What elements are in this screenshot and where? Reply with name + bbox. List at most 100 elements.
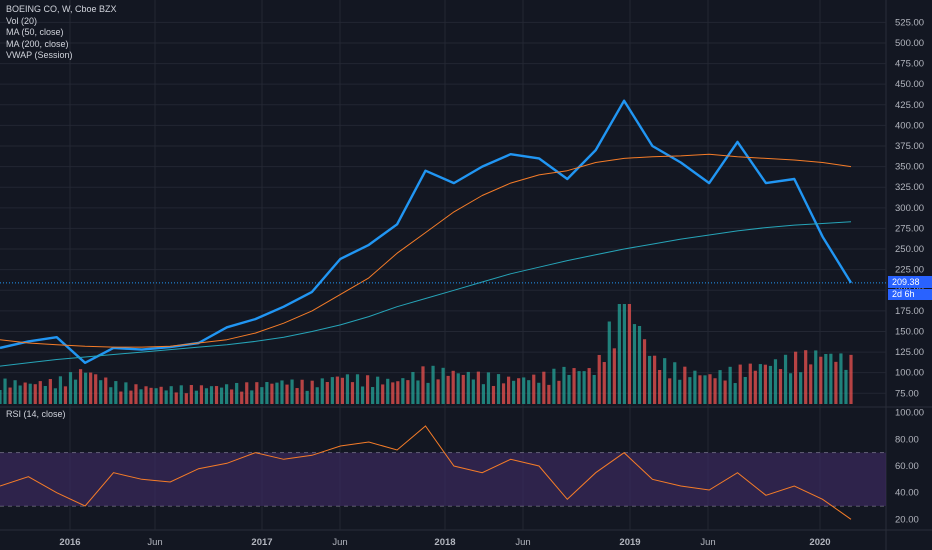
volume-bar xyxy=(84,372,88,404)
volume-bar xyxy=(194,390,198,404)
volume-bar xyxy=(471,379,475,404)
volume-bar xyxy=(537,382,541,404)
volume-bar xyxy=(0,390,2,404)
volume-bar xyxy=(794,351,798,404)
rsi-legend: RSI (14, close) xyxy=(6,409,66,419)
y-tick-label: 400.00 xyxy=(895,120,924,131)
volume-bar xyxy=(255,382,259,404)
volume-bar xyxy=(189,385,193,404)
volume-bar xyxy=(753,370,757,404)
volume-bar xyxy=(572,368,576,404)
volume-bar xyxy=(592,374,596,404)
volume-bar xyxy=(824,353,828,404)
volume-bar xyxy=(668,378,672,404)
legend-title: BOEING CO, W, Cboe BZX xyxy=(6,4,117,14)
x-tick-label: 2018 xyxy=(434,537,455,548)
volume-bar xyxy=(804,350,808,404)
y-tick-label: 525.00 xyxy=(895,17,924,28)
volume-bar xyxy=(109,387,113,404)
volume-bar xyxy=(441,367,445,404)
volume-bar xyxy=(849,354,853,404)
volume-bar xyxy=(139,389,143,404)
volume-bar xyxy=(446,375,450,404)
volume-bar xyxy=(411,371,415,404)
volume-bar xyxy=(99,380,103,404)
volume-bar xyxy=(18,385,22,404)
rsi-series-line xyxy=(0,425,852,520)
volume-bar xyxy=(416,380,420,404)
x-tick-label: 2016 xyxy=(59,537,80,548)
volume-bar xyxy=(250,390,254,404)
y-tick-label: 325.00 xyxy=(895,182,924,193)
volume-bar xyxy=(637,325,642,404)
volume-bar xyxy=(330,377,334,404)
volume-bar xyxy=(476,371,480,404)
volume-bar xyxy=(607,321,611,404)
volume-bar xyxy=(788,373,793,404)
volume-bar xyxy=(179,385,183,404)
volume-bar xyxy=(53,388,57,404)
volume-bar xyxy=(642,339,647,404)
volume-bar xyxy=(597,354,601,404)
volume-bar xyxy=(280,380,284,404)
rsi-tick-label: 40.00 xyxy=(895,488,919,499)
volume-bar xyxy=(733,383,737,404)
volume-bar xyxy=(673,362,677,404)
volume-bar xyxy=(532,374,536,404)
volume-bar xyxy=(809,364,813,404)
volume-bar xyxy=(214,386,219,404)
volume-bar xyxy=(512,380,516,404)
volume-bar xyxy=(260,387,264,404)
volume-bar xyxy=(527,380,531,404)
volume-bar xyxy=(406,380,410,404)
volume-bar xyxy=(743,376,747,404)
volume-bar xyxy=(567,374,571,404)
volume-bar xyxy=(315,387,319,404)
volume-bar xyxy=(501,383,506,404)
y-tick-label: 75.00 xyxy=(895,388,919,399)
volume-bar xyxy=(305,390,309,404)
volume-bar xyxy=(773,359,778,404)
x-tick-label: Jun xyxy=(515,537,530,548)
volume-bar xyxy=(209,386,214,404)
y-tick-label: 375.00 xyxy=(895,141,924,152)
volume-bars xyxy=(0,304,853,404)
volume-bar xyxy=(834,361,838,404)
volume-bar xyxy=(350,382,355,404)
rsi-band xyxy=(0,452,886,506)
volume-bar xyxy=(285,384,289,404)
volume-bar xyxy=(401,378,405,404)
rsi-line xyxy=(0,425,852,520)
volume-bar xyxy=(94,374,98,404)
volume-bar xyxy=(627,304,632,404)
volume-bar xyxy=(577,371,581,404)
countdown-tag: 2d 6h xyxy=(888,289,932,300)
y-tick-label: 125.00 xyxy=(895,347,924,358)
volume-bar xyxy=(174,392,178,404)
volume-bar xyxy=(325,381,329,404)
volume-bar xyxy=(275,382,279,404)
volume-bar xyxy=(391,382,395,404)
volume-bar xyxy=(48,379,52,404)
volume-bar xyxy=(693,370,697,404)
volume-bar xyxy=(290,379,294,404)
volume-bar xyxy=(149,387,153,404)
volume-bar xyxy=(778,369,783,404)
volume-bar xyxy=(738,364,742,404)
volume-bar xyxy=(78,369,83,404)
volume-bar xyxy=(678,379,682,404)
volume-bar xyxy=(819,356,823,404)
volume-bar xyxy=(169,386,173,404)
volume-bar xyxy=(224,384,229,404)
volume-bar xyxy=(124,382,128,404)
volume-bar xyxy=(371,387,375,404)
volume-bar xyxy=(199,385,204,404)
volume-bar xyxy=(144,386,148,404)
legend-item-vwap: VWAP (Session) xyxy=(6,50,73,60)
volume-bar xyxy=(335,376,339,404)
volume-bar xyxy=(758,364,762,404)
volume-bar xyxy=(431,365,435,404)
volume-bar xyxy=(466,371,470,404)
volume-bar xyxy=(386,378,390,404)
